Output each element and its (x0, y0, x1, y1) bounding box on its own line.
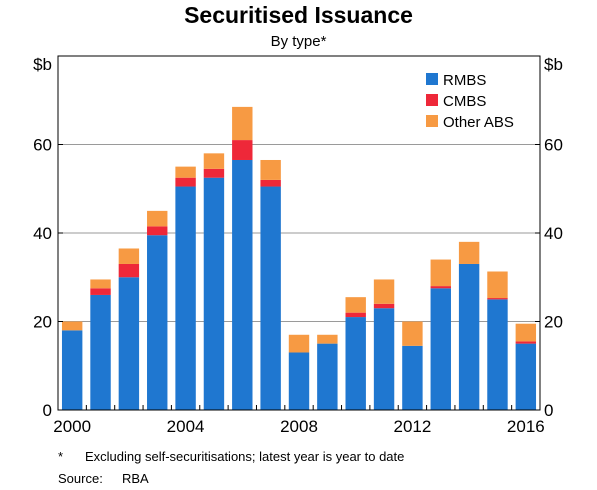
bar-rmbs-2006 (232, 159, 253, 410)
footnote-text: Excluding self-securitisations; latest y… (85, 449, 405, 464)
legend-swatch-rmbs (426, 73, 438, 85)
bar-other-abs-2002 (118, 248, 140, 264)
bar-rmbs-2011 (373, 308, 395, 410)
x-tick-label-2008: 2008 (280, 417, 318, 436)
footnote-marker: * (58, 449, 64, 464)
bar-rmbs-2012 (402, 345, 423, 410)
x-tick-label-2016: 2016 (507, 417, 545, 436)
bar-other-abs-2014 (458, 241, 480, 264)
legend-label-rmbs: RMBS (443, 72, 486, 89)
y-tick-label-right: 40 (544, 224, 563, 243)
source-value: RBA (122, 471, 149, 486)
bar-other-abs-2008 (288, 334, 310, 353)
bar-other-abs-2010 (345, 297, 366, 313)
bar-rmbs-2014 (458, 263, 480, 410)
bar-rmbs-2016 (515, 343, 537, 410)
x-tick-label-2000: 2000 (53, 417, 91, 436)
legend-label-cmbs: CMBS (443, 93, 486, 110)
bar-other-abs-2004 (175, 166, 196, 178)
bar-other-abs-2015 (487, 271, 508, 299)
bar-other-abs-2013 (430, 259, 451, 287)
legend-swatch-cmbs (426, 94, 438, 106)
chart-subtitle: By type* (270, 33, 327, 50)
bar-other-abs-2006 (232, 106, 253, 141)
bar-cmbs-2002 (118, 263, 140, 278)
y-tick-label-left: 20 (33, 313, 52, 332)
y-unit-right: $b (544, 55, 563, 74)
y-tick-label-right: 0 (544, 401, 553, 420)
bar-rmbs-2000 (61, 330, 83, 410)
bar-rmbs-2010 (345, 317, 366, 410)
bar-rmbs-2008 (288, 352, 310, 410)
bar-cmbs-2016 (515, 341, 537, 344)
bar-rmbs-2001 (90, 294, 111, 410)
bar-cmbs-2013 (430, 286, 451, 289)
bar-other-abs-2005 (203, 153, 225, 169)
chart-title: Securitised Issuance (184, 2, 413, 28)
bar-rmbs-2004 (175, 186, 196, 410)
bar-rmbs-2005 (203, 177, 225, 410)
bar-other-abs-2016 (515, 323, 537, 342)
y-tick-label-left: 40 (33, 224, 52, 243)
bar-rmbs-2015 (487, 299, 508, 410)
x-tick-label-2012: 2012 (393, 417, 431, 436)
bar-cmbs-2010 (345, 312, 366, 318)
bar-rmbs-2007 (260, 186, 281, 410)
bar-other-abs-2000 (61, 321, 83, 331)
bar-rmbs-2002 (118, 277, 140, 410)
bar-cmbs-2015 (487, 298, 508, 300)
x-tick-label-2004: 2004 (167, 417, 205, 436)
bar-rmbs-2003 (147, 235, 168, 410)
bar-cmbs-2005 (203, 168, 225, 178)
y-tick-label-right: 20 (544, 313, 563, 332)
bar-other-abs-2007 (260, 159, 281, 180)
bar-cmbs-2007 (260, 179, 281, 187)
bar-cmbs-2003 (147, 226, 168, 236)
bar-other-abs-2012 (402, 321, 423, 346)
bar-cmbs-2001 (90, 288, 111, 295)
bar-rmbs-2009 (317, 343, 338, 410)
bar-cmbs-2006 (232, 140, 253, 160)
bar-cmbs-2004 (175, 177, 196, 187)
bar-other-abs-2011 (373, 279, 395, 304)
y-unit-left: $b (33, 55, 52, 74)
source-label: Source: (58, 471, 103, 486)
bar-rmbs-2013 (430, 288, 451, 410)
y-tick-label-left: 0 (43, 401, 52, 420)
bar-other-abs-2001 (90, 279, 111, 289)
y-tick-label-left: 60 (33, 136, 52, 155)
y-tick-label-right: 60 (544, 136, 563, 155)
legend-swatch-other-abs (426, 115, 438, 127)
bar-other-abs-2009 (317, 334, 338, 344)
bar-other-abs-2003 (147, 210, 168, 227)
legend-label-other-abs: Other ABS (443, 114, 514, 131)
bar-cmbs-2011 (373, 303, 395, 309)
